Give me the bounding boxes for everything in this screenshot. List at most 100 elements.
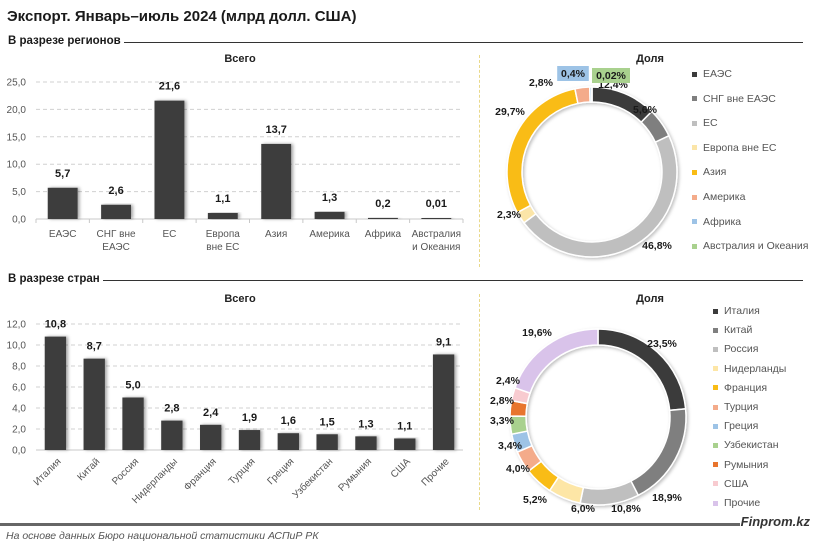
legend-swatch-icon <box>713 346 718 352</box>
donut-slice <box>514 328 599 395</box>
legend-swatch-icon <box>713 308 718 314</box>
y-tick-label: 15,0 <box>7 132 27 143</box>
section-rule-regions <box>8 42 803 43</box>
legend-swatch-icon <box>713 500 718 506</box>
data-label: 5,0 <box>125 380 140 392</box>
data-label: 3,4% <box>498 440 523 452</box>
data-label: 10,8 <box>45 319 66 331</box>
separator-bottom <box>479 294 480 510</box>
legend-label: ЕАЭС <box>703 68 732 80</box>
legend-item: Америка <box>692 191 745 203</box>
legend-item: Прочие <box>713 497 760 509</box>
data-label: 0,4% <box>561 68 586 80</box>
x-tick-label: Китай <box>75 456 102 483</box>
legend-item: США <box>713 478 748 490</box>
legend-label: СНГ вне ЕАЭС <box>703 92 776 105</box>
legend-swatch-icon <box>713 385 718 391</box>
x-tick-label: Россия <box>110 456 141 487</box>
brand-logo: Finprom.kz <box>740 514 810 529</box>
section-heading-countries: В разрезе стран <box>8 273 103 285</box>
data-label: 1,1 <box>397 420 412 432</box>
legend-label: Италия <box>724 305 760 317</box>
legend-item: Африка <box>692 216 741 228</box>
legend-item: ЕС <box>692 117 718 129</box>
bar <box>44 336 67 450</box>
separator-top <box>479 55 480 267</box>
legend-item: Нидерланды <box>713 363 786 375</box>
x-tick-label: Африка <box>365 228 402 240</box>
legend-swatch-icon <box>692 194 697 200</box>
data-label: 5,6% <box>633 104 658 116</box>
legend-item: Австралия и Океания <box>692 240 809 252</box>
legend-swatch-icon <box>713 442 718 448</box>
legend-swatch-icon <box>692 71 697 77</box>
data-label: 19,6% <box>522 327 552 339</box>
donut-ring <box>509 328 687 506</box>
legend-label: Азия <box>703 166 727 179</box>
legend-label: США <box>724 477 749 490</box>
x-tick-label: Греция <box>266 456 297 487</box>
x-tick-label: Азия <box>265 229 287 240</box>
donut-slice <box>574 86 591 105</box>
countries-donut-chart: 23,5% 18,9% 10,8% 6,0% 5,2% 4,0% 3,4% 3,3% 2,8% 2… <box>490 327 687 515</box>
data-label-box <box>592 68 630 83</box>
y-tick-label: 8,0 <box>12 362 26 373</box>
countries-donut-title: Доля <box>636 293 664 305</box>
data-label: 2,8% <box>529 77 554 89</box>
bar <box>432 354 455 450</box>
data-label: 0,2 <box>375 198 390 210</box>
x-tick-label: Турция <box>227 456 258 487</box>
data-label: 1,3 <box>322 192 337 204</box>
data-label: 5,7 <box>55 168 70 180</box>
y-tick-label: 6,0 <box>12 383 26 394</box>
legend-label: Китай <box>724 324 753 337</box>
data-label: 2,4 <box>203 407 219 419</box>
x-tick-label: Румыния <box>336 456 374 494</box>
x-tick-label: и Океания <box>412 242 460 253</box>
regions-bar-title: Всего <box>224 53 256 65</box>
legend-swatch-icon <box>713 481 718 487</box>
legend-item: Россия <box>713 343 758 355</box>
data-label: 4,0% <box>506 463 531 475</box>
legend-swatch-icon <box>692 219 697 225</box>
source-note: На основе данных Бюро национальной стати… <box>6 530 319 542</box>
data-label: 2,8% <box>490 395 515 407</box>
y-tick-label: 12,0 <box>7 320 27 331</box>
legend-item: Турция <box>713 401 758 413</box>
data-label: 1,6 <box>281 415 296 427</box>
data-label: 8,7 <box>87 341 102 353</box>
bar <box>47 187 78 219</box>
legend-item: СНГ вне ЕАЭС <box>692 93 776 105</box>
regions-donut-title: Доля <box>636 53 664 65</box>
bar <box>261 143 292 219</box>
bar <box>316 434 338 450</box>
legend-item: Франция <box>713 382 767 394</box>
data-label: 0,02% <box>596 70 626 82</box>
legend-swatch-icon <box>713 404 718 410</box>
bar <box>161 420 183 450</box>
bar <box>122 397 144 450</box>
data-label: 0,01 <box>426 198 447 210</box>
data-label: 23,5% <box>647 338 677 350</box>
data-label: 2,4% <box>496 375 521 387</box>
data-label: 18,9% <box>652 492 682 504</box>
legend-item: Китай <box>713 324 752 336</box>
y-tick-label: 0,0 <box>12 446 26 457</box>
legend-label: Европа вне ЕС <box>703 141 777 154</box>
legend-swatch-icon <box>692 96 697 102</box>
legend-swatch-icon <box>692 243 697 249</box>
regions-legend: ЕАЭС СНГ вне ЕАЭС ЕС Европа вне ЕС Азия Амери… <box>692 68 812 258</box>
legend-swatch-icon <box>713 327 718 333</box>
donut-slice <box>629 408 687 497</box>
data-label: 2,8 <box>164 403 179 415</box>
legend-label: Румыния <box>724 458 769 471</box>
countries-bar-title: Всего <box>224 293 256 305</box>
data-label: 9,1 <box>436 336 451 348</box>
x-tick-label: СНГ вне <box>97 229 136 240</box>
bar <box>314 211 345 219</box>
data-label: 1,9 <box>242 412 257 424</box>
x-tick-label: Прочие <box>420 456 452 488</box>
x-tick-label: Австралия <box>412 229 461 240</box>
data-label: 3,3% <box>490 415 515 427</box>
data-label: 13,7 <box>265 124 286 136</box>
